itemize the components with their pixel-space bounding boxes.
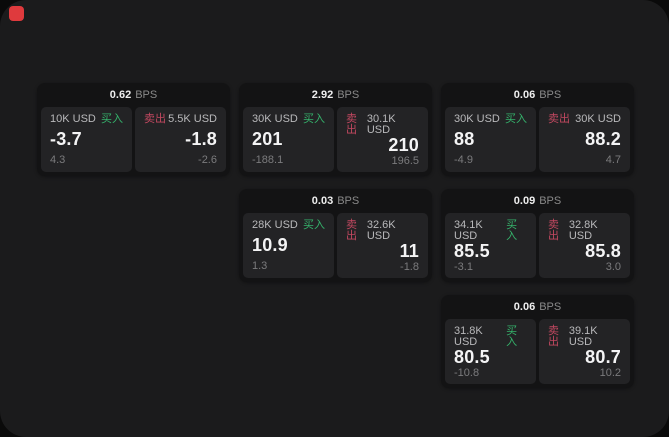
sell-change: -1.8 [400, 260, 419, 273]
buy-tile[interactable]: 28K USD 买入 10.9 1.3 [243, 213, 334, 278]
buy-price: 85.5 [454, 241, 490, 261]
buy-price: -3.7 [50, 129, 82, 150]
buy-change: -10.8 [454, 366, 480, 379]
buy-change: -3.1 [454, 260, 473, 273]
card-header: 2.92 BPS [243, 83, 428, 107]
sell-tile[interactable]: 卖出 32.8K USD 85.8 3.0 [539, 213, 630, 278]
sell-side-label: 卖出 [346, 219, 357, 242]
buy-price: 80.5 [454, 347, 490, 367]
buy-notional: 34.1K USD [454, 219, 483, 242]
sell-side-label: 卖出 [548, 325, 559, 348]
tiles-row: 10K USD 买入 -3.7 4.3 卖出 5.5K USD -1.8 -2.… [41, 107, 226, 172]
tiles-row: 30K USD 买入 201 -188.1 卖出 30.1K USD 210 1… [243, 107, 428, 172]
sell-notional: 32.6K USD [366, 219, 396, 242]
bps-unit: BPS [539, 300, 562, 313]
sell-side-label: 卖出 [144, 113, 166, 125]
quote-cards-grid: 0.62 BPS 10K USD 买入 -3.7 4.3 卖出 5.5K USD [37, 83, 634, 388]
bps-unit: BPS [539, 88, 562, 101]
sell-price: -1.8 [185, 129, 217, 150]
sell-side-label: 卖出 [548, 113, 570, 125]
buy-notional: 28K USD [252, 219, 298, 231]
buy-side-label: 买入 [101, 113, 123, 125]
sell-change: -2.6 [198, 153, 217, 166]
sell-side-label: 卖出 [548, 219, 559, 242]
tiles-row: 28K USD 买入 10.9 1.3 卖出 32.6K USD 11 -1.8 [243, 213, 428, 278]
card-header: 0.09 BPS [445, 189, 630, 213]
buy-change: -4.9 [454, 153, 473, 166]
buy-side-label: 买入 [506, 325, 518, 348]
buy-price: 10.9 [252, 235, 288, 256]
buy-tile[interactable]: 31.8K USD 买入 80.5 -10.8 [445, 319, 536, 384]
buy-tile[interactable]: 30K USD 买入 88 -4.9 [445, 107, 536, 172]
sell-price: 80.7 [585, 347, 621, 367]
bps-unit: BPS [135, 88, 158, 101]
quote-card: 2.92 BPS 30K USD 买入 201 -188.1 卖出 30.1K … [239, 83, 432, 176]
card-header: 0.03 BPS [243, 189, 428, 213]
buy-side-label: 买入 [505, 113, 527, 125]
bps-value: 0.06 [513, 300, 536, 313]
buy-notional: 30K USD [454, 113, 500, 125]
buy-price: 201 [252, 129, 283, 150]
quote-card: 0.06 BPS 30K USD 买入 88 -4.9 卖出 30K USD [441, 83, 634, 176]
buy-side-label: 买入 [303, 113, 325, 125]
sell-change: 10.2 [599, 366, 621, 379]
tiles-row: 31.8K USD 买入 80.5 -10.8 卖出 39.1K USD 80.… [445, 319, 630, 384]
sell-notional: 5.5K USD [168, 113, 217, 125]
sell-tile[interactable]: 卖出 30K USD 88.2 4.7 [539, 107, 630, 172]
buy-change: 4.3 [50, 153, 66, 166]
buy-change: 1.3 [252, 259, 268, 272]
sell-price: 210 [388, 135, 419, 155]
buy-tile[interactable]: 30K USD 买入 201 -188.1 [243, 107, 334, 172]
card-header: 0.62 BPS [41, 83, 226, 107]
sell-price: 88.2 [585, 129, 621, 150]
bps-unit: BPS [539, 194, 562, 207]
sell-side-label: 卖出 [346, 113, 357, 136]
tiles-row: 30K USD 买入 88 -4.9 卖出 30K USD 88.2 4.7 [445, 107, 630, 172]
sell-change: 4.7 [605, 153, 621, 166]
sell-notional: 39.1K USD [568, 325, 598, 348]
card-header: 0.06 BPS [445, 295, 630, 319]
quote-card: 0.06 BPS 31.8K USD 买入 80.5 -10.8 卖出 39.1… [441, 295, 634, 388]
bps-value: 0.03 [311, 194, 334, 207]
bps-unit: BPS [337, 194, 360, 207]
buy-change: -188.1 [252, 153, 284, 166]
sell-tile[interactable]: 卖出 30.1K USD 210 196.5 [337, 107, 428, 172]
quote-card: 0.09 BPS 34.1K USD 买入 85.5 -3.1 卖出 32.8K… [441, 189, 634, 282]
buy-notional: 31.8K USD [454, 325, 483, 348]
sell-notional: 30K USD [575, 113, 621, 125]
sell-notional: 32.8K USD [568, 219, 598, 242]
buy-side-label: 买入 [506, 219, 518, 242]
sell-notional: 30.1K USD [366, 113, 396, 136]
sell-change: 196.5 [391, 154, 419, 167]
sell-tile[interactable]: 卖出 39.1K USD 80.7 10.2 [539, 319, 630, 384]
tiles-row: 34.1K USD 买入 85.5 -3.1 卖出 32.8K USD 85.8… [445, 213, 630, 278]
sell-price: 11 [399, 241, 419, 261]
buy-tile[interactable]: 34.1K USD 买入 85.5 -3.1 [445, 213, 536, 278]
buy-side-label: 买入 [303, 219, 325, 231]
recording-indicator-icon[interactable] [9, 6, 24, 21]
bps-value: 0.09 [513, 194, 536, 207]
bps-value: 2.92 [311, 88, 334, 101]
sell-tile[interactable]: 卖出 5.5K USD -1.8 -2.6 [135, 107, 226, 172]
quote-card: 0.62 BPS 10K USD 买入 -3.7 4.3 卖出 5.5K USD [37, 83, 230, 176]
buy-notional: 10K USD [50, 113, 96, 125]
sell-tile[interactable]: 卖出 32.6K USD 11 -1.8 [337, 213, 428, 278]
sell-change: 3.0 [605, 260, 621, 273]
quote-card: 0.03 BPS 28K USD 买入 10.9 1.3 卖出 32.6K US… [239, 189, 432, 282]
bps-unit: BPS [337, 88, 360, 101]
card-header: 0.06 BPS [445, 83, 630, 107]
buy-price: 88 [454, 129, 475, 150]
buy-tile[interactable]: 10K USD 买入 -3.7 4.3 [41, 107, 132, 172]
buy-notional: 30K USD [252, 113, 298, 125]
sell-price: 85.8 [585, 241, 621, 261]
bps-value: 0.06 [513, 88, 536, 101]
bps-value: 0.62 [109, 88, 132, 101]
